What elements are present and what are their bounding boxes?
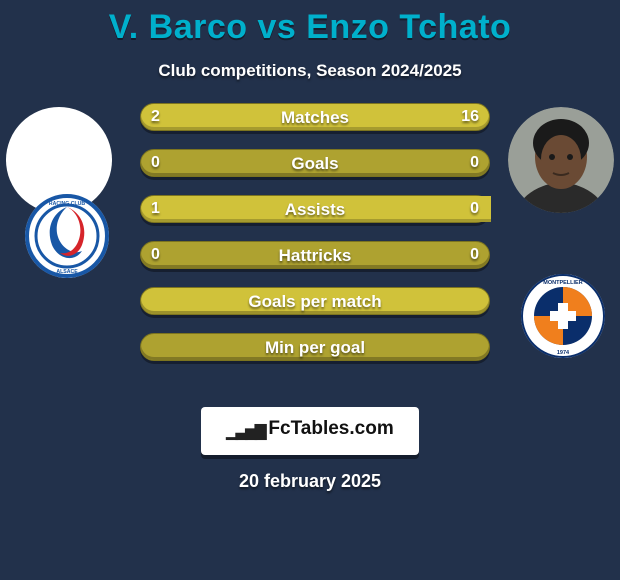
stat-value-right: 0 bbox=[460, 150, 489, 176]
page-title: V. Barco vs Enzo Tchato bbox=[0, 0, 620, 47]
stat-label: Assists bbox=[141, 196, 489, 224]
page-subtitle: Club competitions, Season 2024/2025 bbox=[0, 61, 620, 81]
montpellier-badge-icon: MONTPELLIER 1974 bbox=[520, 273, 606, 359]
stat-bars: Matches216Goals00Assists10Hattricks00Goa… bbox=[140, 103, 490, 379]
svg-text:1974: 1974 bbox=[557, 350, 570, 356]
stat-value-right: 0 bbox=[460, 242, 489, 268]
club-badge-right: MONTPELLIER 1974 bbox=[520, 273, 606, 359]
logo-bars-icon: ▁▃▅▇ bbox=[226, 422, 264, 440]
stat-row: Hattricks0 0 bbox=[140, 241, 490, 269]
svg-text:ALSACE: ALSACE bbox=[56, 269, 78, 275]
stat-value-left: 0 bbox=[141, 150, 170, 176]
stat-row: Matches2 16 bbox=[140, 103, 490, 131]
footer-logo-text: ▁▃▅▇FcTables.com bbox=[226, 418, 393, 440]
stat-label: Goals per match bbox=[141, 288, 489, 316]
avatar-photo-icon bbox=[508, 107, 614, 213]
stat-value-right: 16 bbox=[451, 104, 489, 130]
svg-text:MONTPELLIER: MONTPELLIER bbox=[543, 280, 582, 286]
stat-value-left: 0 bbox=[141, 242, 170, 268]
stat-row: Goals0 0 bbox=[140, 149, 490, 177]
strasbourg-badge-icon: RACING CLUB ALSACE bbox=[24, 193, 110, 279]
comparison-stage: RACING CLUB ALSACE MONTPELLIER 1974 Matc… bbox=[0, 103, 620, 403]
club-badge-left: RACING CLUB ALSACE bbox=[24, 193, 110, 279]
footer-logo: ▁▃▅▇FcTables.com bbox=[201, 407, 419, 455]
stat-label: Goals bbox=[141, 150, 489, 178]
stat-row: Min per goal bbox=[140, 333, 490, 361]
stat-row: Goals per match bbox=[140, 287, 490, 315]
stat-value-right: 0 bbox=[460, 196, 489, 222]
stat-value-left: 1 bbox=[141, 196, 170, 222]
stat-label: Matches bbox=[141, 104, 489, 132]
player-right-avatar bbox=[508, 107, 614, 213]
stat-row: Assists1 0 bbox=[140, 195, 490, 223]
svg-text:RACING CLUB: RACING CLUB bbox=[49, 201, 86, 207]
stat-value-left: 2 bbox=[141, 104, 170, 130]
stat-label: Min per goal bbox=[141, 334, 489, 362]
footer-date: 20 february 2025 bbox=[0, 471, 620, 492]
stat-label: Hattricks bbox=[141, 242, 489, 270]
